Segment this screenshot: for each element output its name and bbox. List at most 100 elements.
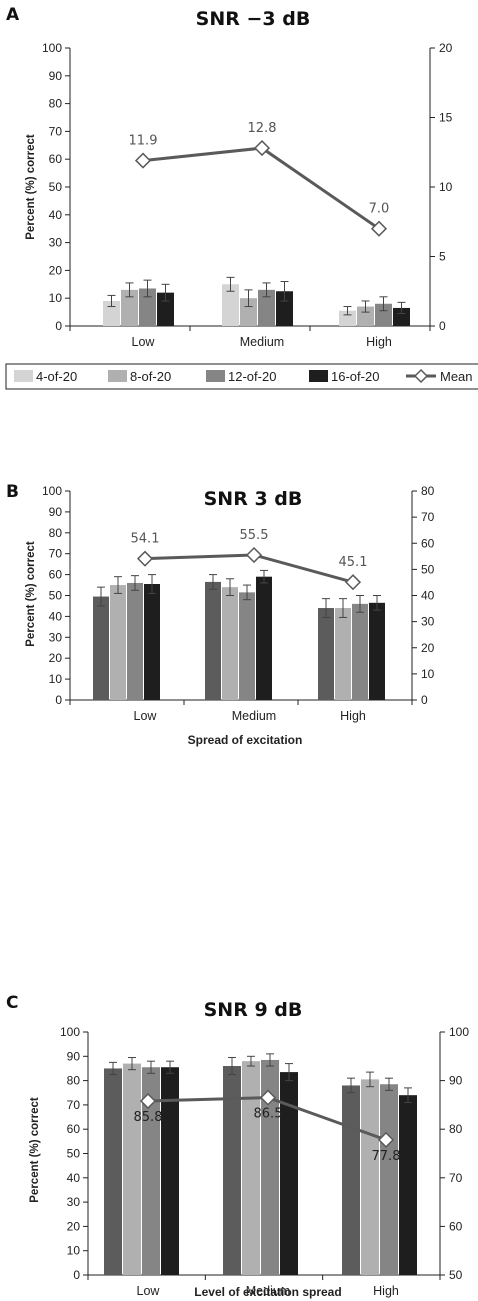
x-category-label: High [340, 709, 366, 723]
y2-tick-label: 20 [421, 641, 435, 655]
x-category-label: Medium [240, 335, 284, 349]
y2-tick-label: 50 [421, 562, 435, 576]
legend: 4-of-20 8-of-20 12-of-20 16-of-20 Mean [5, 363, 478, 390]
x-category-label: Medium [232, 709, 276, 723]
mean-marker [139, 1092, 157, 1110]
y-tick-label: 80 [49, 526, 63, 540]
mean-marker [134, 152, 152, 169]
x-axis-label: Level of excitation spread [194, 1285, 341, 1299]
bar [127, 582, 143, 700]
legend-label: 8-of-20 [130, 369, 171, 384]
legend-swatch [206, 370, 225, 382]
y-tick-label: 20 [49, 651, 63, 665]
x-category-label: High [373, 1284, 399, 1298]
y2-tick-label: 10 [439, 180, 453, 194]
mean-marker [136, 550, 154, 567]
y-tick-label: 100 [60, 1025, 80, 1039]
chart-panel-c: C SNR 9 dB 0 10 20 30 40 50 60 70 80 90 100 50 60 70 80 9… [6, 993, 469, 1299]
bar [240, 298, 257, 326]
bar [361, 1079, 379, 1275]
y2-tick-label: 15 [439, 111, 453, 125]
x-category-label: Low [134, 709, 158, 723]
y-tick-label: 0 [73, 1268, 80, 1282]
bar [139, 288, 156, 326]
y2-tick-label: 10 [421, 667, 435, 681]
y-tick-label: 60 [49, 568, 63, 582]
bar [93, 596, 109, 700]
y-tick-label: 80 [49, 97, 63, 111]
y-tick-label: 90 [49, 69, 63, 83]
mean-marker [253, 140, 271, 157]
mean-value-label: 12.8 [248, 121, 277, 136]
y-tick-label: 20 [67, 1219, 81, 1233]
mean-value-label: 85.8 [134, 1110, 163, 1125]
legend-swatch [309, 370, 328, 382]
y-tick-label: 100 [42, 484, 62, 498]
bar [357, 306, 374, 326]
y2-tick-label: 80 [449, 1122, 463, 1136]
mean-line [142, 146, 380, 230]
bar [339, 310, 356, 326]
bar [161, 1067, 179, 1275]
y-tick-label: 30 [49, 630, 63, 644]
y2-tick-label: 70 [449, 1171, 463, 1185]
bar [280, 1072, 298, 1275]
bar [318, 608, 334, 700]
y-tick-label: 60 [67, 1122, 81, 1136]
y2-tick-label: 0 [439, 319, 446, 333]
y2-tick-label: 70 [421, 510, 435, 524]
y-tick-label: 50 [49, 180, 63, 194]
y-tick-label: 20 [49, 263, 63, 277]
chart-panel-b: B SNR 3 dB 0 10 20 30 40 50 60 70 80 90 100 0 10 20 30 40… [6, 482, 435, 747]
bar [256, 576, 272, 700]
y-tick-label: 90 [67, 1049, 81, 1063]
y-tick-label: 40 [49, 208, 63, 222]
y-tick-label: 30 [67, 1195, 81, 1209]
mean-value-label: 55.5 [240, 528, 269, 543]
y-tick-label: 80 [67, 1074, 81, 1088]
bar [335, 608, 351, 700]
mean-marker [344, 574, 362, 591]
legend-marker [413, 368, 429, 384]
bar [157, 292, 174, 326]
bar [258, 289, 275, 326]
y2-tick-label: 100 [449, 1025, 469, 1039]
y-tick-label: 100 [42, 41, 62, 55]
legend-swatch [14, 370, 33, 382]
bar [142, 1067, 160, 1275]
mean-marker [259, 1089, 277, 1106]
y2-tick-label: 30 [421, 615, 435, 629]
mean-value-label: 77.8 [372, 1149, 401, 1164]
y-tick-label: 10 [49, 672, 63, 686]
legend-frame [5, 363, 478, 390]
chart-panel-a: A SNR −3 dB 0 10 20 30 40 50 60 70 80 90 100 0 5 10 15 20… [6, 5, 453, 349]
mean-value-label: 45.1 [339, 555, 368, 570]
bar [242, 1061, 260, 1275]
bar [369, 602, 385, 700]
y2-tick-label: 80 [421, 484, 435, 498]
y-tick-label: 90 [49, 505, 63, 519]
panel-letter: C [6, 993, 18, 1013]
y-tick-label: 10 [49, 291, 63, 305]
y-tick-label: 70 [67, 1098, 81, 1112]
bar [222, 284, 239, 326]
bar [342, 1085, 360, 1275]
y-tick-label: 40 [49, 609, 63, 623]
y2-tick-label: 60 [449, 1219, 463, 1233]
bar [103, 300, 120, 326]
legend-label: 4-of-20 [36, 369, 77, 384]
y-axis-label: Percent (%) correct [29, 1097, 41, 1203]
mean-line [144, 553, 354, 584]
legend-label: Mean [440, 369, 473, 384]
mean-value-label: 54.1 [131, 532, 160, 547]
panel-letter: B [6, 482, 19, 502]
bar [110, 585, 126, 700]
y2-tick-label: 40 [421, 589, 435, 603]
x-category-label: High [366, 335, 392, 349]
bar [121, 289, 138, 326]
bar [276, 291, 293, 326]
chart-title: SNR −3 dB [196, 8, 311, 30]
x-category-label: Low [137, 1284, 161, 1298]
bar [393, 307, 410, 326]
